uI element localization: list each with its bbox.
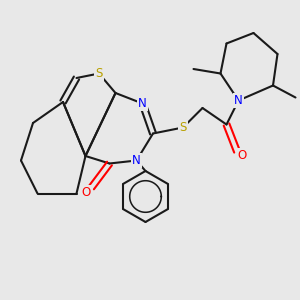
Text: N: N	[234, 94, 243, 107]
Text: S: S	[95, 67, 103, 80]
Text: S: S	[179, 121, 187, 134]
Text: O: O	[82, 186, 91, 200]
Text: N: N	[138, 97, 147, 110]
Text: N: N	[132, 154, 141, 167]
Text: O: O	[238, 148, 247, 162]
